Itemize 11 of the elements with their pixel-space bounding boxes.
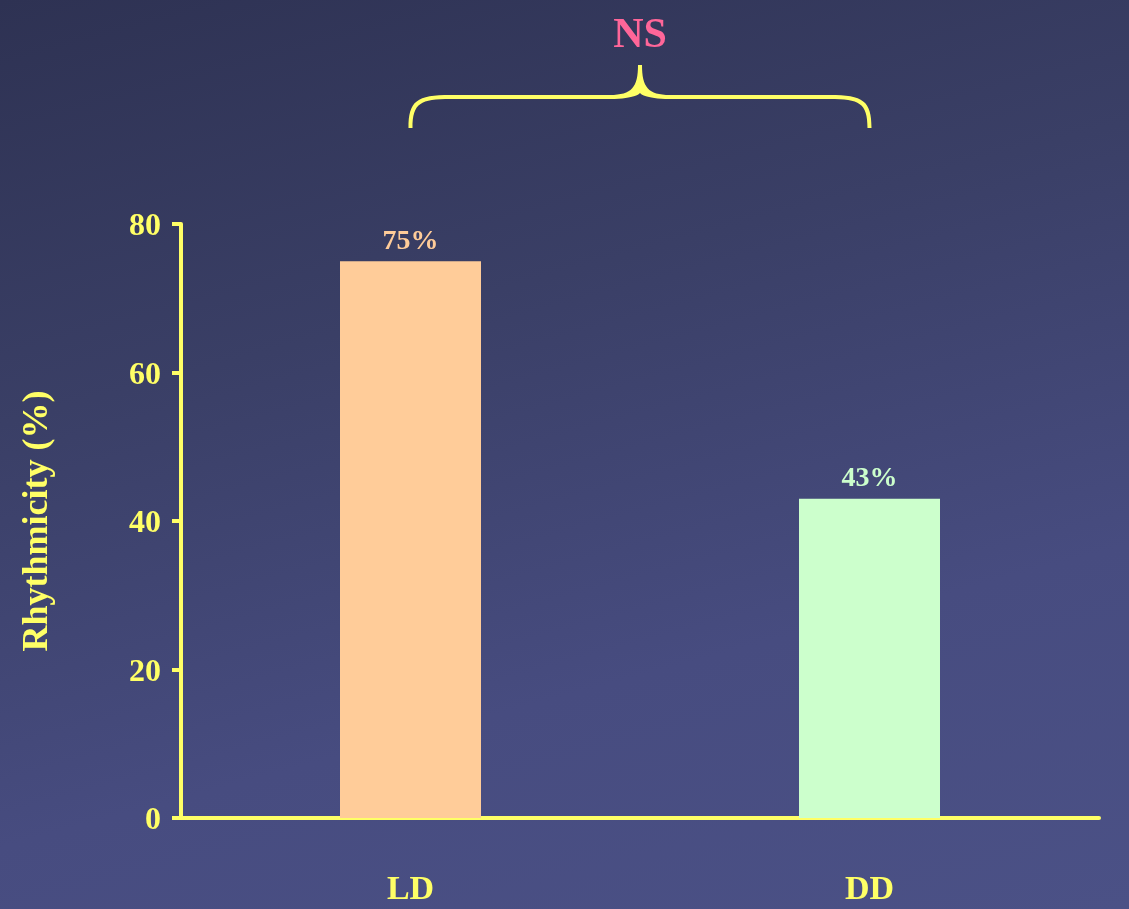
x-tick-label: DD [844,868,895,906]
text: NS [613,10,667,56]
y-tick-label: 20 [129,651,161,688]
data-label: 43% [841,461,898,493]
y-tick-label: 40 [129,503,161,539]
x-tick-label: LD [386,868,435,906]
y-axis-title: Rhythmicity (%) [15,390,55,652]
y-tick-label: 60 [129,354,161,391]
y-tick-label: 0 [145,800,161,836]
data-label: 75% [382,223,439,255]
y-tick-label: 80 [129,206,161,242]
